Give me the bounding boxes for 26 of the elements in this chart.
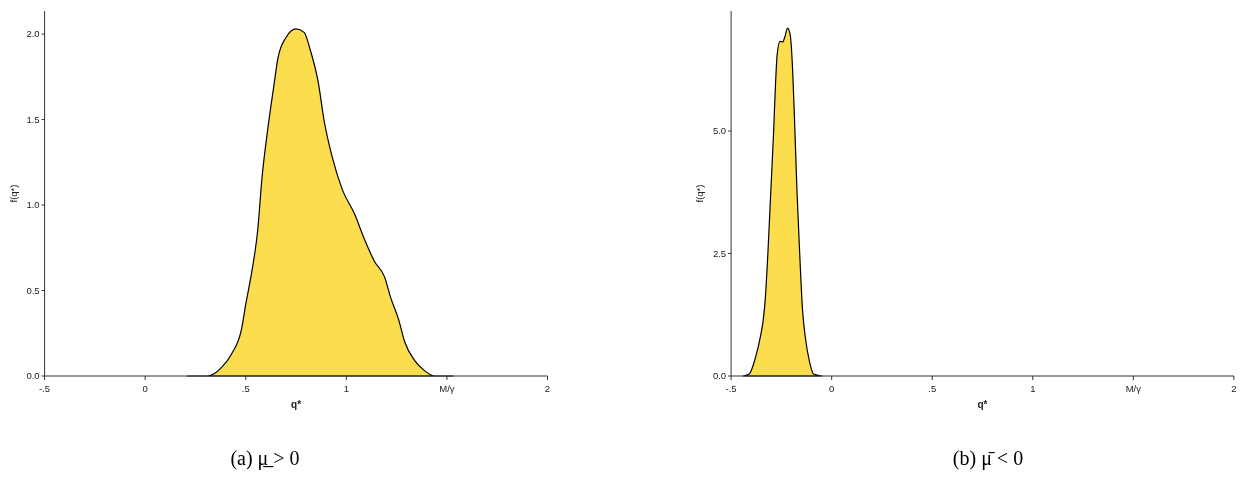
x-tick-label: 2 — [1231, 383, 1237, 394]
x-axis-title: q* — [291, 399, 302, 410]
x-tick-label: 0 — [142, 383, 148, 394]
y-tick-label: 1.0 — [26, 199, 40, 211]
x-tick-label: M/γ — [1125, 383, 1142, 394]
x-tick-label: 1 — [1030, 383, 1036, 394]
y-tick-label: 5.0 — [712, 125, 727, 137]
x-tick-label: 1 — [343, 383, 349, 394]
text: (b) μ̄ < 0 — [952, 447, 1024, 470]
x-tick-label: .5 — [928, 383, 937, 394]
x-tick-label: -.5 — [725, 383, 737, 394]
y-tick-label: 0.0 — [712, 370, 727, 382]
x-tick-label: M/γ — [439, 383, 455, 394]
y-tick-label: 1.5 — [26, 113, 40, 125]
y-tick-label: 2.0 — [26, 28, 40, 40]
x-axis-title: q* — [977, 399, 988, 410]
y-tick-label: 2.5 — [712, 247, 727, 259]
x-tick-label: 0 — [829, 383, 835, 394]
x-tick-label: -.5 — [39, 383, 51, 394]
y-axis-title: f(q*) — [694, 184, 706, 203]
y-tick-label: 0.5 — [26, 284, 40, 296]
y-tick-label: 0.0 — [26, 370, 40, 382]
text: (a) μ̲ > 0 — [230, 447, 300, 470]
x-tick-label: .5 — [241, 383, 250, 394]
x-tick-label: 2 — [544, 383, 551, 394]
y-axis-title: f(q*) — [7, 184, 19, 203]
